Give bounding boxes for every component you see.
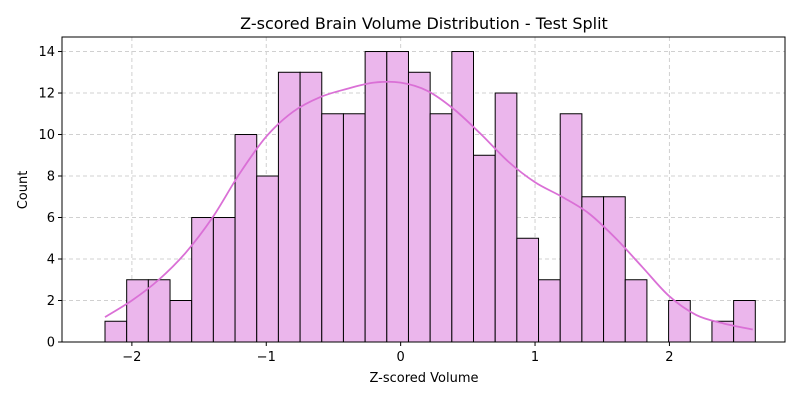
chart-title: Z-scored Brain Volume Distribution - Tes… (240, 14, 608, 33)
y-axis-label: Count (16, 171, 31, 210)
histogram-bar (342, 113, 366, 343)
histogram-bar (104, 320, 128, 343)
histogram-bar (386, 51, 409, 343)
x-tick-label: 2 (665, 350, 673, 365)
histogram-bar (494, 92, 518, 343)
histogram-bar (473, 154, 496, 343)
kde (104, 80, 753, 331)
histogram-bar (624, 279, 648, 343)
histogram-bar (429, 113, 453, 343)
histogram-bar (147, 279, 171, 343)
x-axis-ticks: −2 −1 0 1 2 (122, 342, 674, 365)
histogram-bar (559, 113, 583, 343)
y-tick-label: 14 (38, 45, 55, 60)
histogram-bar (169, 300, 193, 343)
histogram-bar (256, 175, 279, 343)
y-axis-ticks: 0 2 4 6 8 10 12 14 (38, 45, 62, 351)
x-tick-label: −1 (257, 350, 276, 365)
x-tick-label: 0 (397, 350, 405, 365)
histogram-bar (668, 300, 691, 343)
histogram-bar (364, 51, 388, 343)
histogram-bar (126, 279, 149, 343)
x-tick-label: −2 (122, 350, 141, 365)
x-tick-label: 1 (531, 350, 539, 365)
histogram-bar (733, 300, 756, 343)
y-tick-label: 0 (47, 336, 55, 351)
histogram-bar (407, 71, 431, 343)
y-tick-label: 2 (47, 294, 55, 309)
histogram-bar (321, 113, 344, 343)
y-tick-label: 4 (47, 253, 55, 268)
histogram-bar (212, 217, 236, 343)
y-tick-label: 8 (47, 170, 55, 185)
bars (104, 51, 756, 343)
histogram-bar (191, 217, 214, 343)
histogram-bar (451, 51, 475, 343)
histogram-bar (277, 71, 301, 343)
histogram-bar (538, 279, 561, 343)
y-tick-label: 10 (38, 128, 55, 143)
y-tick-label: 12 (38, 87, 55, 102)
plot-frame (61, 36, 786, 343)
y-tick-label: 6 (47, 211, 55, 226)
x-axis-label: Z-scored Volume (369, 371, 478, 386)
histogram-bar (516, 237, 540, 343)
histogram-bar (603, 196, 626, 343)
histogram-bar (581, 196, 605, 343)
kde-curve (104, 80, 753, 331)
histogram-bar (299, 71, 323, 343)
